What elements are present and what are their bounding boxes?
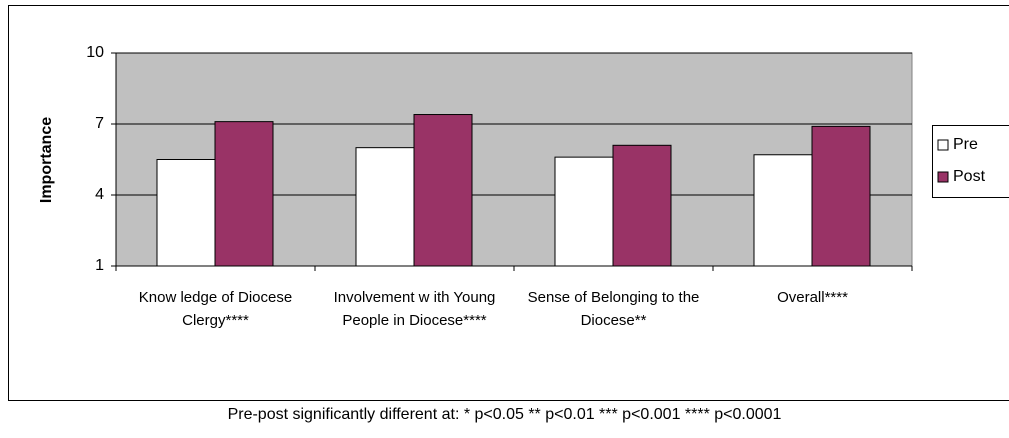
y-tick-label: 7 bbox=[95, 115, 104, 132]
y-tick-label: 10 bbox=[86, 44, 104, 61]
legend-label: Post bbox=[953, 168, 986, 185]
y-tick-label: 4 bbox=[95, 186, 104, 203]
x-tick-label: Sense of Belonging to the Diocese** bbox=[527, 289, 700, 329]
bar bbox=[413, 114, 473, 267]
legend-label: Pre bbox=[953, 136, 978, 153]
legend-box bbox=[932, 125, 1009, 198]
y-axis-label: Importance bbox=[38, 117, 55, 203]
legend-swatch bbox=[937, 139, 949, 151]
x-tick-label: Know ledge of Diocese Clergy**** bbox=[138, 289, 293, 329]
bar bbox=[612, 144, 672, 267]
bar bbox=[811, 125, 871, 267]
footnote: Pre-post significantly different at: * p… bbox=[227, 406, 782, 423]
x-tick-label: Involvement w ith Young People in Dioces… bbox=[333, 289, 496, 329]
legend-swatch bbox=[937, 171, 949, 183]
bar bbox=[753, 154, 813, 267]
bar bbox=[214, 121, 274, 267]
bar bbox=[156, 159, 216, 267]
bar bbox=[355, 147, 415, 267]
x-tick-label: Overall**** bbox=[777, 289, 848, 306]
bar bbox=[554, 156, 614, 267]
y-tick-label: 1 bbox=[95, 257, 104, 274]
